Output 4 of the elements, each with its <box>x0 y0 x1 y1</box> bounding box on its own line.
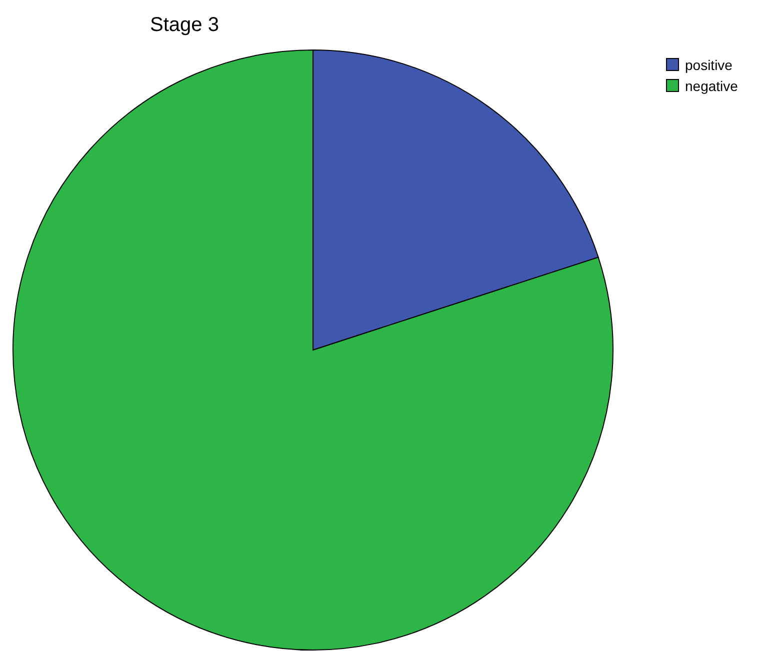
pie-slice <box>12 50 614 650</box>
chart-title: Stage 3 <box>150 14 219 37</box>
legend-label: negative <box>685 78 738 94</box>
legend-label: positive <box>685 56 732 72</box>
